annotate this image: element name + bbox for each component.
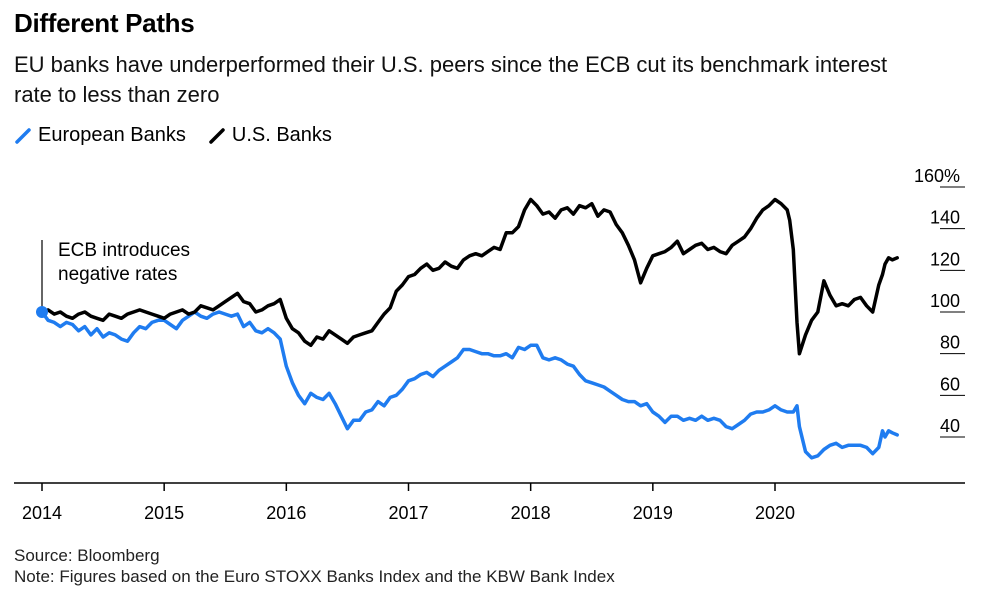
chart-subtitle: EU banks have underperformed their U.S. …: [14, 52, 888, 107]
y-tick-label: 140: [930, 208, 960, 228]
y-tick-label: 60: [940, 374, 960, 394]
source-line: Source: Bloomberg: [14, 546, 160, 565]
y-tick-label: 80: [940, 333, 960, 353]
source-note: Source: Bloomberg Note: Figures based on…: [14, 545, 615, 587]
x-tick-label: 2016: [266, 503, 306, 523]
start-point-marker: [36, 306, 48, 318]
chart-title: Different Paths: [14, 8, 195, 38]
x-tick-label: 2018: [511, 503, 551, 523]
legend-swatch-european-banks: [15, 127, 31, 144]
grid-layer: [940, 186, 965, 438]
legend-item-us-banks: U.S. Banks: [208, 124, 332, 147]
x-tick-label: 2020: [755, 503, 795, 523]
annotation-text: ECB introduces: [58, 240, 190, 261]
x-tick-label: 2015: [144, 503, 184, 523]
legend-label-us-banks: U.S. Banks: [231, 124, 332, 146]
x-tick-label: 2017: [388, 503, 428, 523]
annotation-text: negative rates: [58, 264, 177, 285]
series-layer: [40, 197, 899, 460]
series-line-us-banks: [40, 197, 899, 356]
y-tick-label: 40: [940, 416, 960, 436]
x-tick-label: 2014: [22, 503, 62, 523]
legend-item-european-banks: European Banks: [14, 124, 186, 147]
y-axis: 40 60 80 100 120 140 160%: [914, 166, 960, 436]
legend-label-european-banks: European Banks: [38, 124, 186, 146]
legend-swatch-us-banks: [209, 127, 225, 144]
y-tick-label: 100: [930, 291, 960, 311]
y-tick-label: 120: [930, 249, 960, 269]
annotation-layer: ECB introduces negative rates: [36, 240, 190, 318]
y-tick-label: 160%: [914, 166, 960, 186]
x-axis: 2014 2015 2016 2017 2018 2019 2020: [14, 482, 965, 523]
note-line: Note: Figures based on the Euro STOXX Ba…: [14, 567, 615, 586]
chart-legend: European Banks U.S. Banks: [14, 124, 332, 147]
series-line-european-banks: [40, 310, 899, 460]
x-tick-label: 2019: [633, 503, 673, 523]
